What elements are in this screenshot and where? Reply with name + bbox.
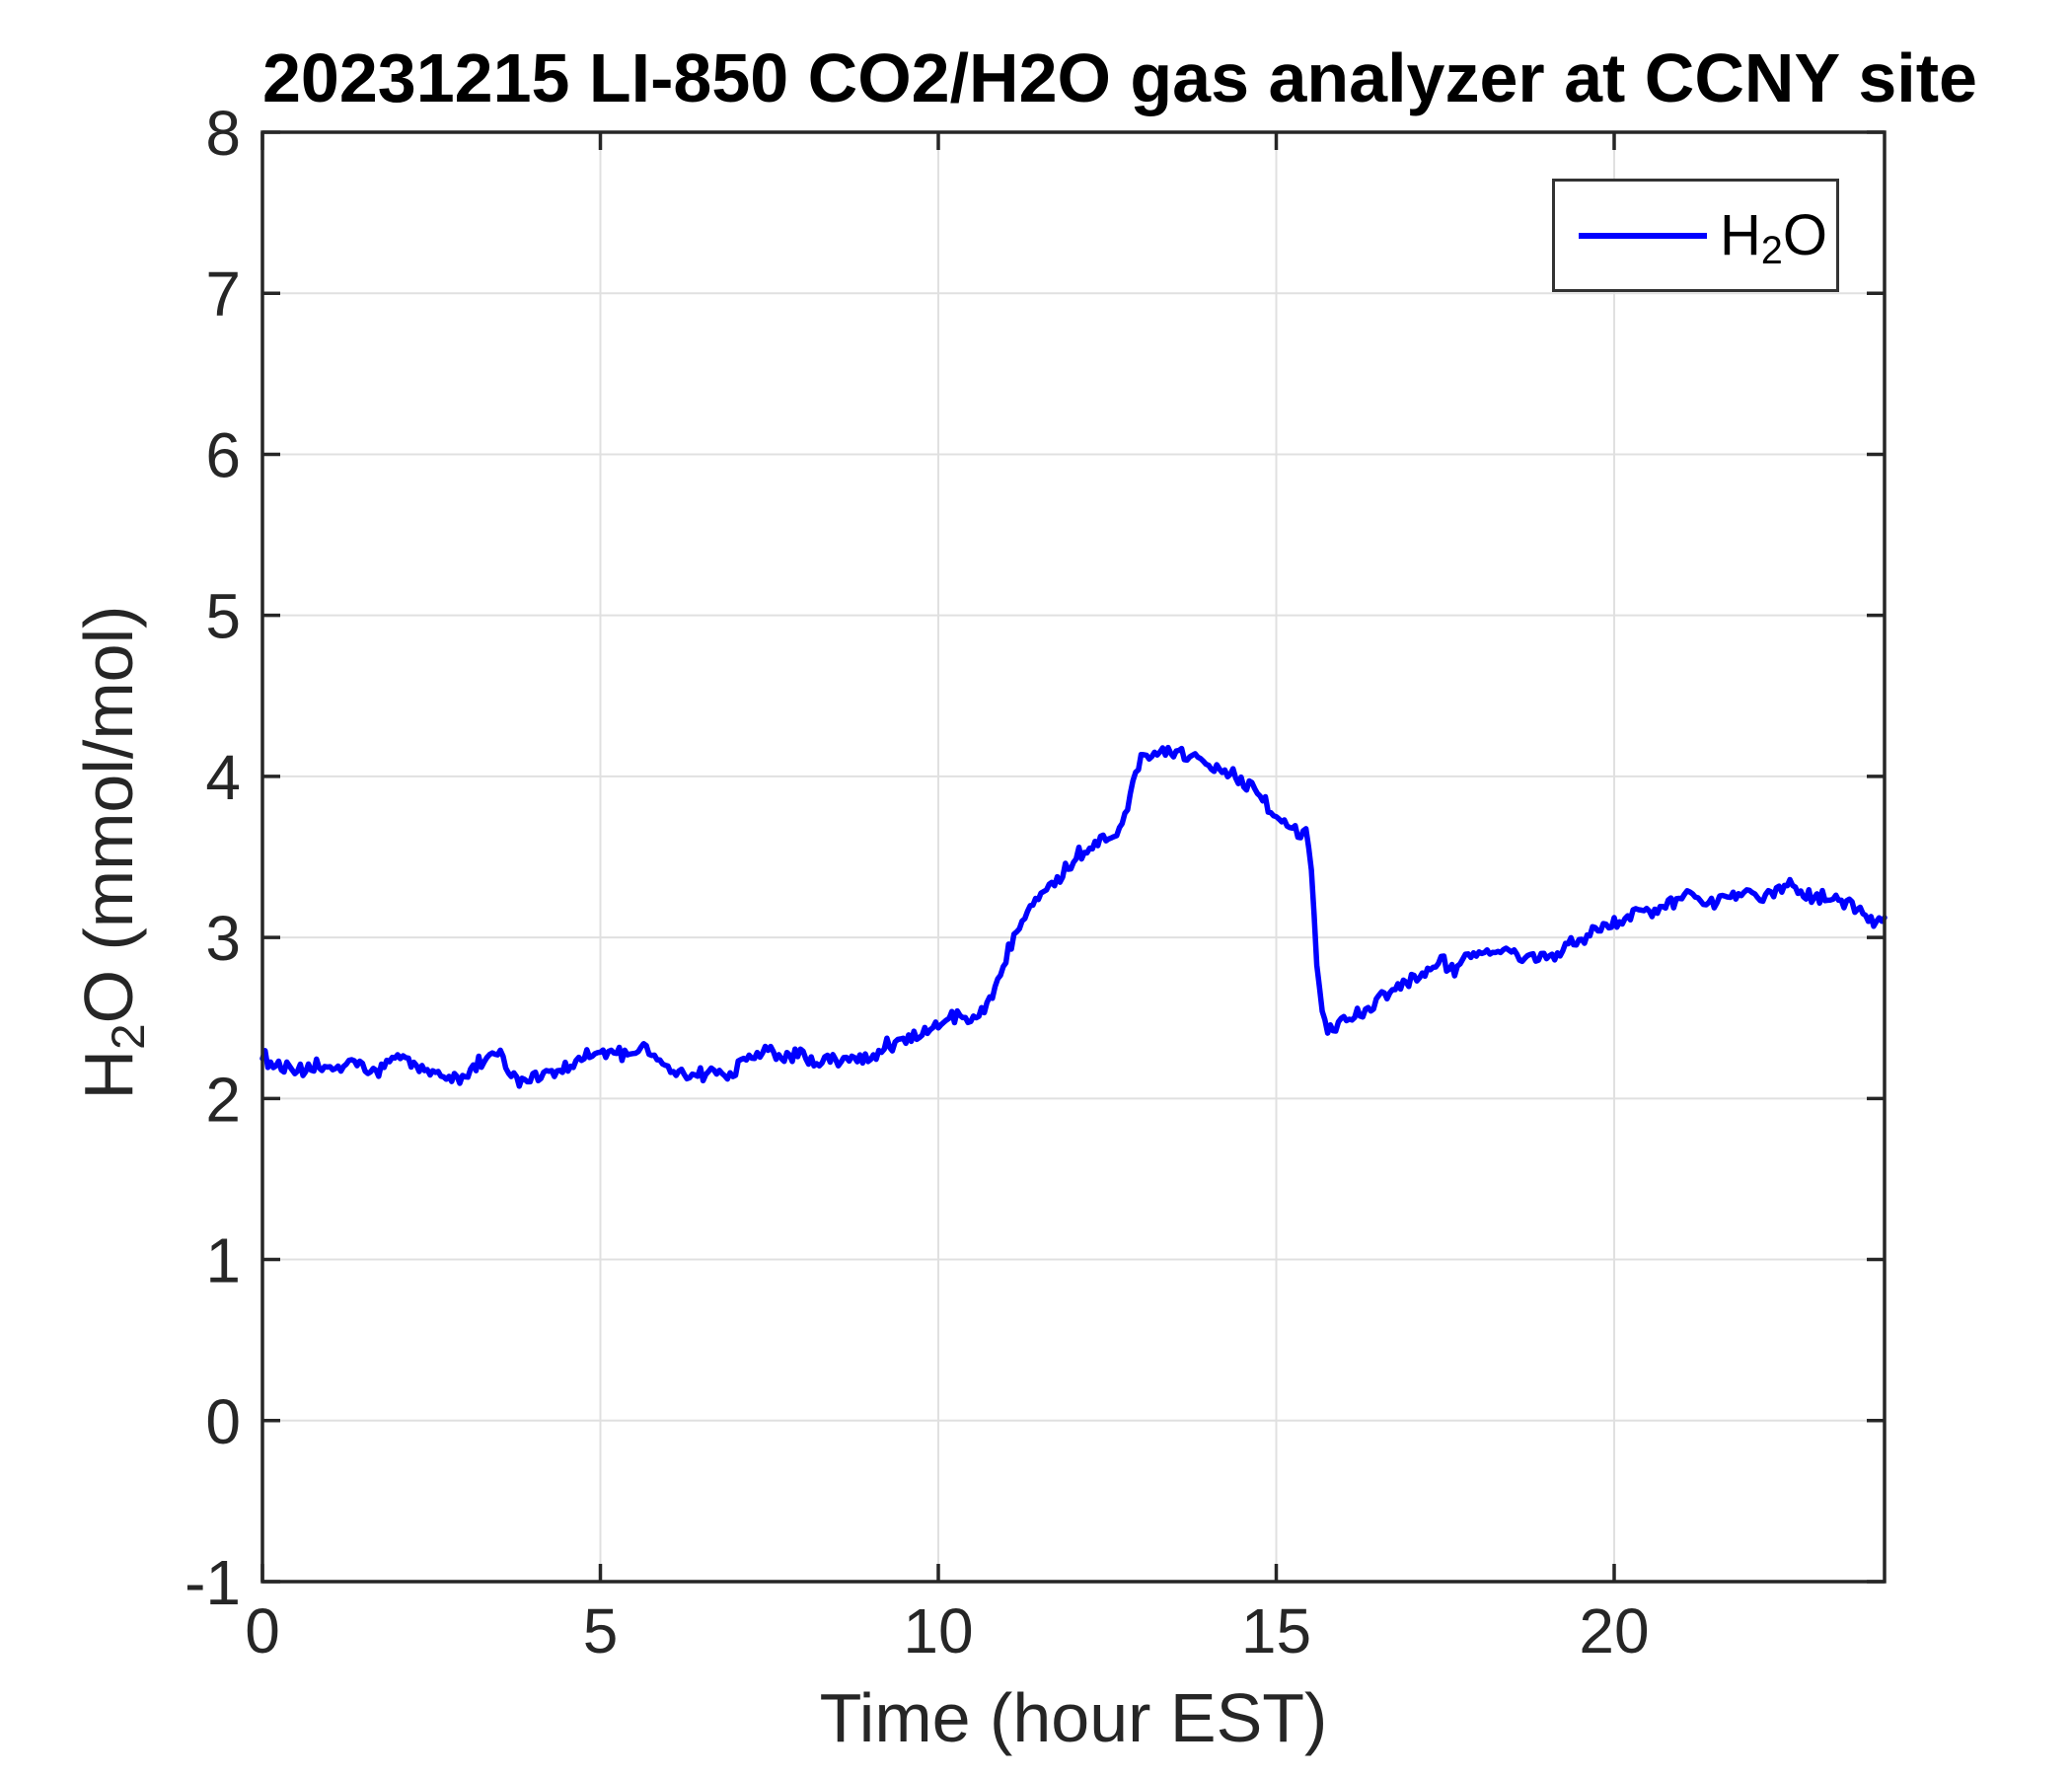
x-tick-label: 0 [245, 1595, 280, 1666]
y-tick-label: -1 [185, 1547, 241, 1618]
tick-marks [260, 130, 1885, 1584]
x-tick-label: 15 [1241, 1595, 1311, 1666]
y-tick-label: 0 [205, 1386, 241, 1457]
legend-label: H2O [1720, 206, 1827, 270]
y-tick-label: 6 [205, 419, 241, 490]
y-tick-label: 5 [205, 581, 241, 652]
y-tick-label: 1 [205, 1225, 241, 1296]
legend-box: H2O [1552, 179, 1839, 292]
y-axis-label-rest: O (mmol/mol) [70, 605, 147, 1024]
y-tick-label: 7 [205, 259, 241, 330]
y-tick-label: 8 [205, 98, 241, 169]
gridlines [261, 131, 1885, 1583]
y-axis-label: H2O (mmol/mol) [70, 606, 155, 1100]
y-axis-label-subscript: 2 [102, 1023, 155, 1050]
y-tick-label: 3 [205, 903, 241, 974]
x-tick-label: 5 [583, 1595, 619, 1666]
data-line-h2o [259, 744, 1887, 1089]
legend-label-h: H [1720, 202, 1761, 267]
y-tick-label: 2 [205, 1064, 241, 1135]
legend-line-sample [1579, 232, 1707, 239]
chart-title: 20231215 LI-850 CO2/H2O gas analyzer at … [262, 39, 1977, 116]
y-tick-label: 4 [205, 742, 241, 813]
x-tick-label: 10 [903, 1595, 973, 1666]
legend-label-o: O [1782, 202, 1827, 267]
x-tick-label: 20 [1579, 1595, 1649, 1666]
x-axis-label: Time (hour EST) [819, 1679, 1328, 1756]
legend-label-subscript: 2 [1760, 229, 1783, 273]
y-axis-label-h: H [70, 1049, 147, 1100]
axes-box [260, 130, 1887, 1584]
